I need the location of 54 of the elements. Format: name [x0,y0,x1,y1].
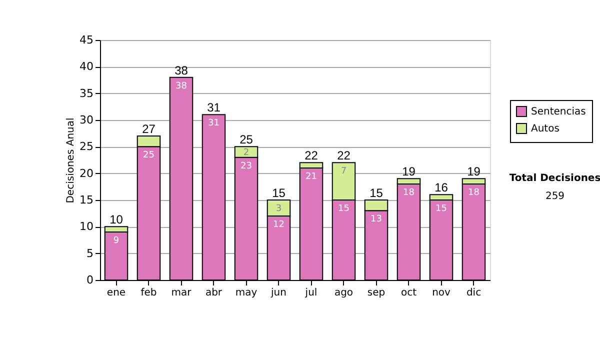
total-label: 31 [207,100,221,115]
y-tick-label: 45 [80,34,94,46]
x-tick-label: feb [140,288,157,298]
y-tick-label: 40 [80,60,94,74]
x-tick-label: abr [205,288,223,298]
x-tick-label: oct [400,288,417,298]
x-tick-label: jun [270,288,286,298]
total-label: 16 [434,180,448,195]
total-label: 27 [142,122,156,136]
y-tick-label: 0 [86,274,94,286]
data-label: 15 [436,204,447,214]
data-label: 21 [306,172,317,182]
data-label: 25 [143,150,154,161]
x-tick-label: ago [334,288,354,298]
text: 259 [545,191,565,202]
legend-label: Autos [531,124,560,134]
data-label: 2 [243,148,250,158]
x-tick-label: jul [304,288,318,298]
y-axis-title: Decisiones Anual [66,118,77,204]
legend-label: Sentencias [531,106,586,118]
data-label: 9 [113,236,120,246]
y-tick-label: 10 [80,220,94,234]
y-tick-label: 30 [80,114,94,126]
data-label: 13 [370,214,382,225]
data-label: 23 [240,161,252,172]
x-tick-label: nov [432,288,451,298]
x-tick-label: sep [367,288,386,298]
total-label: 22 [337,148,351,163]
x-tick-label: mar [171,288,192,298]
y-tick-label: 25 [80,140,94,154]
total-label: 15 [370,186,384,200]
y-tick-label: 5 [86,246,94,260]
data-label: 12 [273,220,284,230]
data-label: 18 [468,188,480,198]
x-tick-label: dic [466,288,482,298]
total-label: 19 [467,164,481,179]
data-label: 18 [403,188,415,198]
data-label: 31 [208,118,220,129]
y-tick-label: 15 [80,194,94,206]
data-label: 3 [276,204,282,214]
total-label: 19 [402,164,416,179]
total-label: 25 [240,132,254,147]
x-tick-label: ene [106,288,126,298]
total-label: 15 [272,186,286,200]
total-label: 22 [304,148,318,163]
total-label: 38 [174,63,188,78]
data-label: 15 [338,204,350,214]
data-label: 7 [340,166,347,177]
y-tick-label: 35 [80,86,94,100]
data-label: 38 [176,81,188,92]
y-tick-label: 20 [80,166,94,180]
x-tick-label: may [235,288,258,298]
text: Total Decisiones [509,173,600,184]
total-label: 10 [110,212,124,227]
